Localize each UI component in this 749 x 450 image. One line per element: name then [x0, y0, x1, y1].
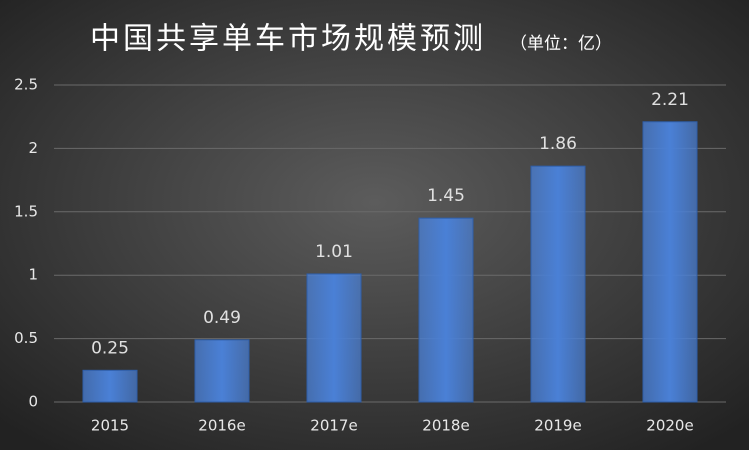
data-label: 0.25 — [91, 338, 129, 358]
y-tick-label: 0.5 — [14, 329, 38, 347]
y-tick-label: 2 — [28, 139, 38, 157]
bar — [306, 273, 362, 403]
x-tick-label: 2016e — [198, 417, 245, 435]
x-tick-label: 2018e — [422, 417, 469, 435]
x-tick-label: 2017e — [310, 417, 357, 435]
y-tick-label: 2.5 — [14, 76, 38, 94]
bar — [418, 217, 474, 403]
y-tick-label: 1 — [28, 266, 38, 284]
y-tick-label: 1.5 — [14, 202, 38, 220]
data-label: 1.86 — [539, 134, 577, 154]
data-label: 2.21 — [651, 90, 689, 110]
data-label: 0.49 — [203, 308, 241, 328]
chart-subtitle: （单位：亿） — [510, 34, 612, 54]
data-label: 1.01 — [315, 242, 353, 262]
x-tick-label: 2020e — [646, 417, 693, 435]
bar — [82, 369, 138, 403]
bar — [194, 339, 250, 403]
bar — [642, 121, 698, 403]
bar — [530, 165, 586, 403]
x-tick-label: 2019e — [534, 417, 581, 435]
data-label: 1.45 — [427, 186, 465, 206]
y-tick-label: 0 — [28, 393, 38, 411]
chart-title: 中国共享单车市场规模预测 — [90, 22, 486, 57]
x-tick-label: 2015 — [91, 417, 129, 435]
